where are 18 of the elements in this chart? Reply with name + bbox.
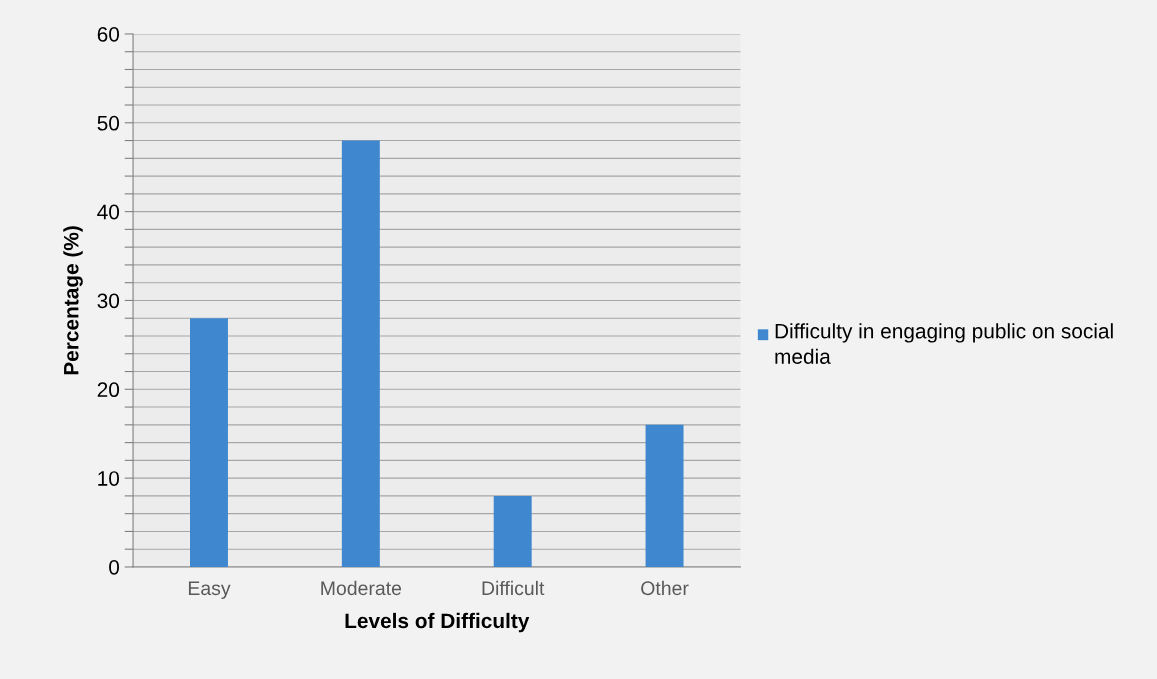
bar — [645, 424, 684, 567]
y-tick-label: 40 — [97, 204, 120, 220]
x-axis-title: Levels of Difficulty — [345, 612, 530, 633]
legend-label: Difficulty in engaging public on social media — [775, 323, 1113, 364]
y-axis-title: Percentage (%) — [63, 226, 83, 375]
x-tick-label: Difficult — [482, 580, 545, 596]
bar — [493, 495, 532, 567]
y-tick-label: 30 — [97, 293, 120, 309]
x-tick-label: Other — [641, 580, 689, 596]
y-tick-label: 10 — [98, 471, 120, 486]
y-tick-label: 0 — [109, 559, 120, 575]
bar — [341, 140, 380, 567]
y-tick-label: 20 — [97, 382, 120, 398]
y-tick-label: 50 — [97, 115, 120, 131]
bar — [190, 318, 228, 567]
x-tick-label: Easy — [188, 581, 231, 599]
x-tick-label: Moderate — [321, 580, 402, 596]
y-tick-label: 60 — [97, 26, 120, 42]
